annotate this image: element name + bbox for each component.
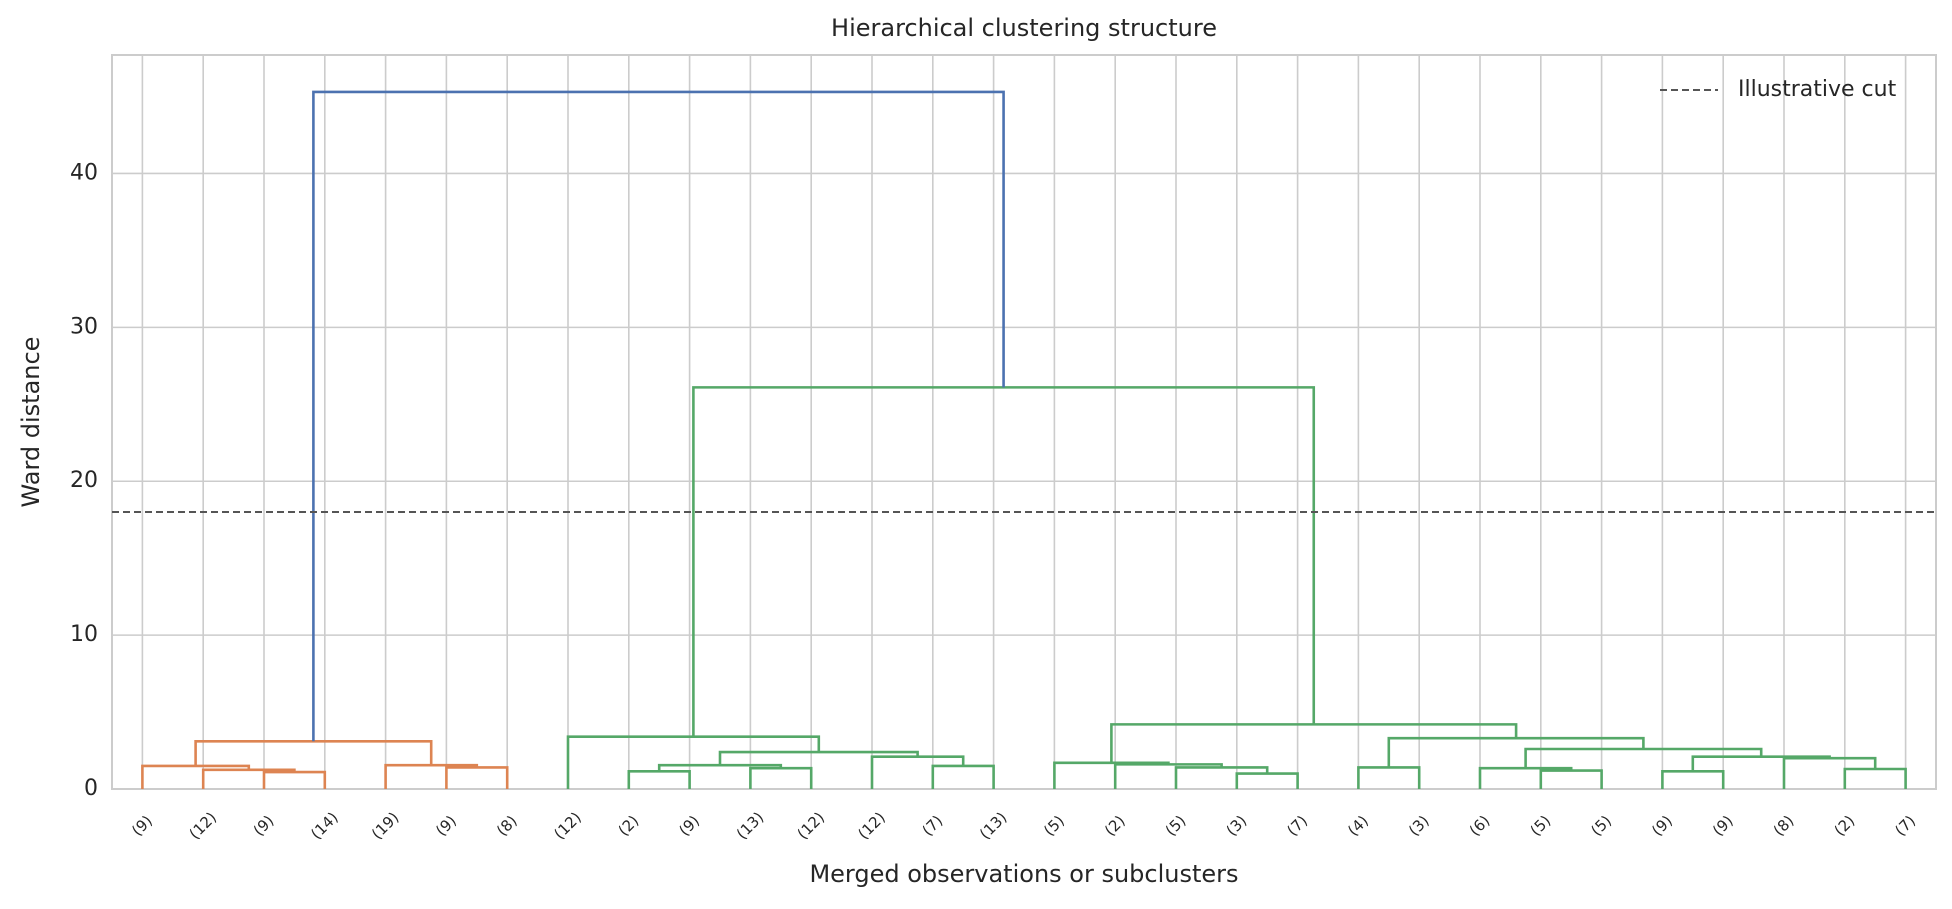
x-tick-label: (2)	[1831, 812, 1859, 840]
y-tick-label: 30	[70, 314, 98, 339]
y-tick-label: 0	[84, 776, 98, 801]
x-tick-label: (5)	[1587, 812, 1615, 840]
x-tick-label: (2)	[1101, 812, 1129, 840]
x-tick-label: (5)	[1040, 812, 1068, 840]
x-tick-label: (13)	[733, 808, 768, 843]
dendrogram-link	[1661, 770, 1725, 789]
dendrogram-link	[194, 739, 433, 766]
dendrogram-link	[312, 90, 1005, 742]
dendrogram-link	[1539, 769, 1603, 789]
dendrogram-link	[1843, 767, 1907, 789]
dendrogram-link	[384, 763, 479, 789]
x-tick-label: (7)	[1891, 812, 1919, 840]
x-tick-label: (12)	[550, 808, 585, 843]
x-tick-label: (12)	[854, 808, 889, 843]
legend-label: Illustrative cut	[1738, 77, 1897, 102]
dendrogram-link	[657, 763, 783, 772]
x-tick-label: (3)	[1223, 812, 1251, 840]
x-tick-label: (7)	[1283, 812, 1311, 840]
x-tick-label: (19)	[368, 808, 403, 843]
x-tick-label: (3)	[1405, 812, 1433, 840]
y-tick-label: 10	[70, 622, 98, 647]
x-tick-label: (5)	[1527, 812, 1555, 840]
dendrogram-link	[1691, 755, 1831, 772]
y-axis-label: Ward distance	[17, 337, 45, 508]
x-tick-label: (2)	[615, 812, 643, 840]
y-tick-label: 20	[70, 468, 98, 493]
x-tick-label: (9)	[432, 812, 460, 840]
x-axis-label: Merged observations or subclusters	[809, 860, 1238, 888]
x-tick-label: (9)	[128, 812, 156, 840]
x-tick-label: (9)	[1709, 812, 1737, 840]
plot-background	[112, 55, 1936, 789]
plot-frame	[111, 54, 1937, 790]
x-tick-label: (6)	[1466, 812, 1494, 840]
x-tick-label: (8)	[1770, 812, 1798, 840]
x-tick-label: (13)	[976, 808, 1011, 843]
dendrogram-link	[870, 755, 965, 789]
chart-title: Hierarchical clustering structure	[831, 14, 1217, 42]
dendrogram-link	[627, 770, 691, 789]
x-tick-label: (7)	[919, 812, 947, 840]
x-tick-label: (12)	[794, 808, 829, 843]
dendrogram-link	[1524, 747, 1763, 769]
x-tick-label: (5)	[1162, 812, 1190, 840]
x-tick-label: (4)	[1344, 812, 1372, 840]
x-tick-label: (12)	[186, 808, 221, 843]
x-tick-label: (9)	[250, 812, 278, 840]
x-tick-label: (8)	[493, 812, 521, 840]
x-tick-label: (9)	[1648, 812, 1676, 840]
dendrogram-link	[1053, 761, 1170, 789]
x-tick-label: (14)	[307, 808, 342, 843]
x-tick-label: (9)	[675, 812, 703, 840]
y-tick-label: 40	[70, 160, 98, 185]
